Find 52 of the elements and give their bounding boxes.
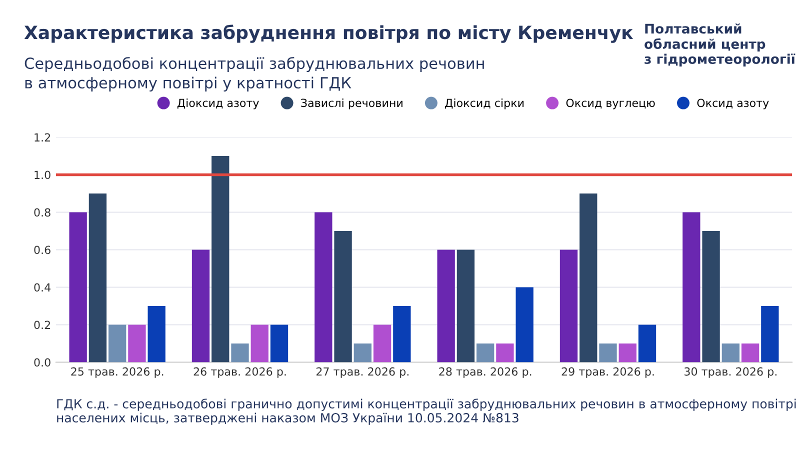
- bar: [250, 324, 268, 362]
- bar: [580, 194, 598, 362]
- bar: [373, 324, 392, 362]
- bar: [354, 344, 372, 362]
- bar: [638, 324, 656, 362]
- bar: [560, 250, 578, 362]
- bar: [108, 324, 126, 362]
- x-tick-label: 28 трав. 2026 р.: [439, 367, 532, 378]
- bar: [212, 156, 230, 362]
- y-tick-label: 0.6: [34, 246, 50, 254]
- y-tick-label: 0.8: [34, 208, 50, 217]
- bar: [761, 306, 779, 362]
- y-tick-label: 0.2: [34, 320, 50, 330]
- y-tick-label: 1.2: [34, 133, 50, 142]
- bar: [148, 306, 166, 362]
- bar: [456, 250, 475, 362]
- legend-label: Завислі речовини: [301, 98, 402, 110]
- bar: [741, 344, 760, 362]
- chart-subtitle: Середньодобові концентрації забруднювальних речовин в атмосферному повітрі у кратності ГДК: [24, 57, 484, 92]
- bar: [722, 344, 740, 362]
- legend-label: Діоксид азоту: [177, 98, 259, 110]
- y-tick-label: 0.4: [34, 283, 51, 292]
- bar: [393, 306, 411, 362]
- chart-title: Характеристика забруднення повітря по місту Кременчук: [24, 24, 634, 43]
- bar: [476, 344, 494, 362]
- y-tick-label: 0.0: [34, 358, 50, 367]
- y-tick-label: 1.0: [34, 170, 50, 180]
- bar: [128, 324, 146, 362]
- bar: [314, 212, 332, 362]
- bar: [516, 287, 534, 362]
- bar: [231, 344, 249, 362]
- x-tick-label: 25 трав. 2026 р.: [71, 367, 164, 378]
- bar: [270, 324, 288, 362]
- bar: [682, 212, 700, 362]
- bar: [192, 250, 210, 362]
- x-tick-label: 26 трав. 2026 р.: [194, 367, 286, 378]
- bar: [69, 212, 87, 362]
- bar: [437, 250, 455, 362]
- legend-label: Оксид азоту: [697, 98, 769, 110]
- text: ГДК с.д. - середньодобові гранично допустимі концентрації забруднювальних речовин в атмосферному повітрі населених місць, затверджені наказом МОЗ України 10.05.2024 №813: [57, 398, 796, 425]
- bar: [334, 231, 352, 362]
- x-tick-label: 30 трав. 2026 р.: [684, 367, 776, 378]
- bar: [618, 344, 636, 362]
- bar: [496, 344, 514, 362]
- bar: [599, 344, 617, 362]
- bar: [88, 194, 107, 362]
- text: Полтавський обласний центр з гідрометеорології: [644, 23, 796, 67]
- legend-label: Діоксид сірки: [445, 98, 524, 110]
- bar: [702, 231, 720, 362]
- legend-label: Оксид вуглецю: [566, 98, 655, 110]
- x-tick-label: 29 трав. 2026 р.: [562, 367, 654, 378]
- x-tick-label: 27 трав. 2026 р.: [316, 367, 408, 378]
